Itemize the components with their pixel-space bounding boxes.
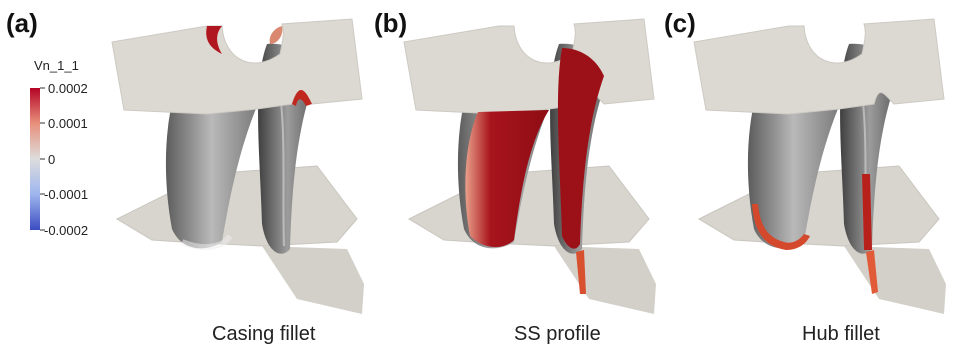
sensitivity-region [557,48,604,249]
panel-label-c: (c) [664,8,696,38]
passage-render-c [693,18,947,315]
colorbar-tick-label: -0.0001 [44,187,89,202]
passage-render-b [403,18,657,315]
panel-label-b: (b) [374,8,408,38]
colorbar-tick-label: 0.0001 [48,116,88,131]
sensitivity-region [752,204,810,250]
sensitivity-region [292,90,312,106]
colorbar-tick-label: -0.0002 [44,223,89,238]
sensitivity-region [465,110,549,248]
colorbar-tick-label: 0.0002 [48,81,88,96]
sensitivity-region [206,26,222,54]
colorbar-gradient [30,88,40,230]
colorbar-title: Vn_1_1 [34,58,79,73]
caption-c: Hub fillet [802,323,880,345]
caption-b: SS profile [514,323,601,345]
passage-render-a [111,18,365,315]
colorbar-tick-label: 0 [48,152,56,167]
caption-a: Casing fillet [212,323,316,345]
sensitivity-region [862,174,872,250]
panel-label-a: (a) [6,8,38,38]
